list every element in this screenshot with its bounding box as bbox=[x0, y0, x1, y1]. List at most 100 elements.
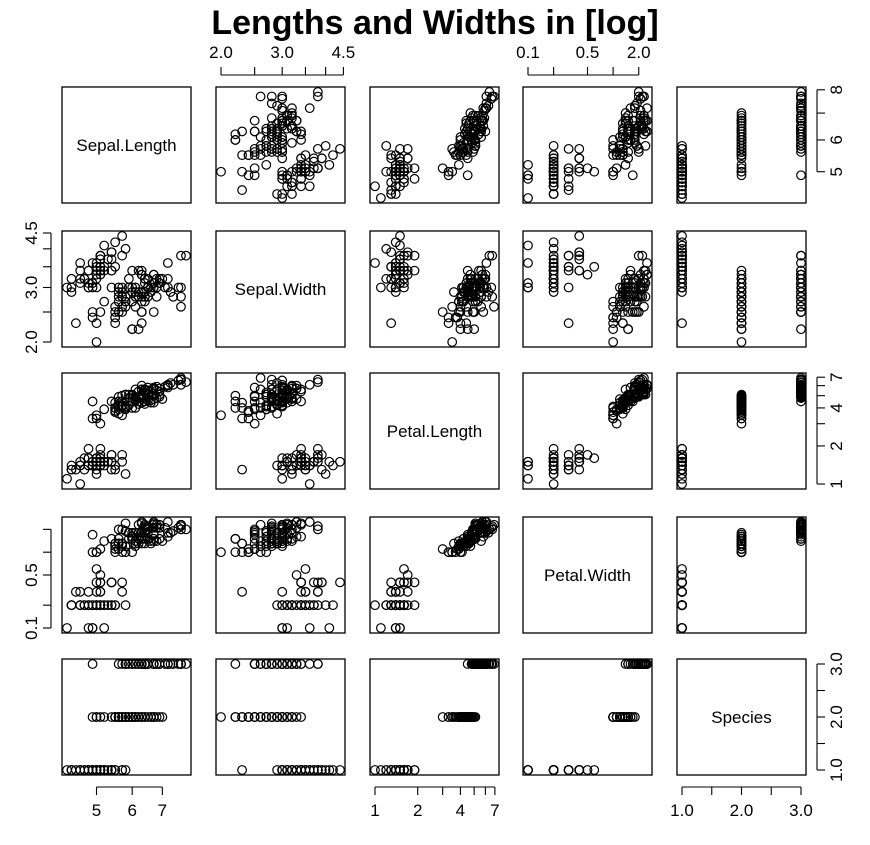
data-point bbox=[617, 401, 628, 412]
data-point bbox=[272, 712, 282, 722]
data-point bbox=[117, 712, 128, 722]
column-axis: 1 2 4 7 bbox=[370, 786, 500, 820]
data-point bbox=[291, 600, 302, 611]
data-point bbox=[296, 443, 306, 454]
data-point bbox=[304, 181, 315, 192]
data-point bbox=[277, 166, 288, 177]
data-point bbox=[487, 250, 498, 261]
data-point bbox=[277, 189, 288, 199]
data-point bbox=[611, 312, 622, 323]
data-point bbox=[113, 712, 124, 722]
data-point bbox=[395, 254, 405, 265]
data-point bbox=[237, 413, 247, 424]
data-point bbox=[282, 115, 293, 126]
data-point bbox=[106, 600, 117, 611]
data-point bbox=[617, 307, 628, 317]
data-point bbox=[736, 153, 747, 164]
data-point bbox=[633, 659, 644, 669]
data-point bbox=[563, 250, 574, 261]
data-point bbox=[390, 765, 401, 775]
panel-frame bbox=[61, 516, 192, 634]
data-point bbox=[272, 126, 282, 137]
data-point bbox=[796, 291, 806, 302]
panel-frame bbox=[369, 230, 500, 348]
data-point bbox=[230, 129, 241, 140]
data-point bbox=[261, 159, 272, 170]
data-point bbox=[796, 324, 806, 335]
data-point bbox=[255, 91, 266, 102]
data-point bbox=[457, 143, 467, 154]
data-point bbox=[450, 312, 461, 323]
panel-frame bbox=[522, 230, 653, 348]
data-point bbox=[677, 269, 687, 280]
data-point bbox=[255, 132, 266, 142]
data-point bbox=[574, 254, 585, 265]
data-point bbox=[736, 282, 747, 293]
data-point bbox=[308, 600, 319, 611]
data-point bbox=[677, 243, 687, 254]
data-point bbox=[617, 318, 628, 329]
data-point bbox=[287, 765, 297, 775]
data-point bbox=[455, 301, 466, 312]
data-point bbox=[230, 712, 241, 722]
data-point bbox=[277, 173, 288, 184]
data-point bbox=[277, 113, 288, 124]
tick-label: 2.0 bbox=[22, 330, 41, 354]
scatter-panel bbox=[369, 658, 500, 776]
data-point bbox=[103, 765, 113, 775]
data-point bbox=[639, 113, 649, 124]
data-point bbox=[631, 296, 642, 307]
data-point bbox=[243, 413, 254, 424]
data-point bbox=[75, 460, 86, 471]
data-point bbox=[462, 265, 473, 276]
data-point bbox=[312, 600, 323, 611]
data-point bbox=[402, 586, 413, 597]
data-point bbox=[563, 460, 574, 471]
data-point bbox=[796, 301, 806, 312]
data-point bbox=[255, 547, 266, 558]
data-point bbox=[796, 389, 806, 400]
data-point bbox=[370, 181, 380, 192]
data-point bbox=[563, 261, 574, 272]
data-point bbox=[91, 460, 102, 471]
data-point bbox=[151, 381, 162, 392]
data-point bbox=[548, 460, 559, 471]
data-point bbox=[614, 143, 625, 154]
data-point bbox=[91, 765, 102, 775]
data-point bbox=[106, 282, 117, 293]
data-point bbox=[249, 150, 260, 161]
data-point bbox=[120, 389, 131, 400]
data-point bbox=[120, 659, 131, 669]
data-point bbox=[117, 765, 128, 775]
data-point bbox=[796, 115, 806, 126]
data-point bbox=[608, 312, 619, 323]
data-point bbox=[162, 258, 173, 268]
data-point bbox=[117, 231, 128, 241]
data-point bbox=[450, 547, 461, 558]
data-point bbox=[312, 524, 323, 535]
panel-frame bbox=[522, 658, 653, 776]
data-point bbox=[409, 163, 420, 174]
data-point bbox=[277, 115, 288, 126]
data-point bbox=[395, 156, 405, 167]
data-point bbox=[477, 517, 488, 527]
data-point bbox=[154, 386, 165, 397]
tick-label: 7 bbox=[158, 801, 167, 820]
data-point bbox=[563, 166, 574, 177]
data-point bbox=[523, 473, 533, 484]
data-point bbox=[623, 291, 634, 302]
data-point bbox=[796, 386, 806, 397]
data-point bbox=[677, 153, 687, 164]
data-point bbox=[103, 456, 113, 467]
data-point bbox=[249, 659, 260, 669]
data-point bbox=[255, 536, 266, 546]
data-point bbox=[168, 659, 179, 669]
data-point bbox=[277, 103, 288, 114]
data-point bbox=[620, 296, 631, 307]
data-point bbox=[677, 318, 687, 329]
data-point bbox=[437, 544, 448, 554]
panel-frame bbox=[215, 516, 346, 634]
data-point bbox=[113, 291, 124, 302]
data-point bbox=[478, 307, 489, 317]
data-point bbox=[130, 536, 141, 546]
